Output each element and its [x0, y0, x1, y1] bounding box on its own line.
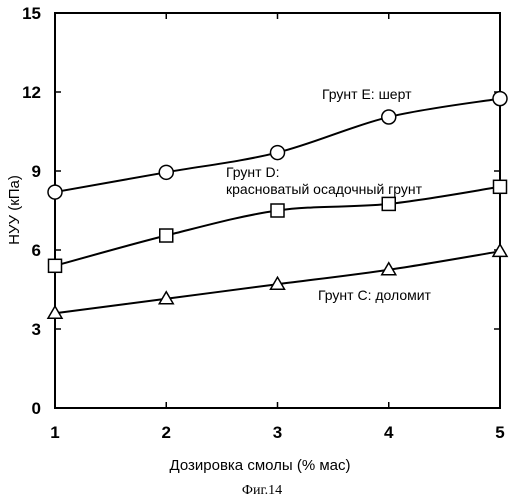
- x-axis-label: Дозировка смолы (% мас): [170, 457, 351, 474]
- y-axis-label: НУУ (кПа): [6, 175, 23, 245]
- x-tick-label: 2: [162, 423, 171, 442]
- series-markers: [48, 92, 507, 319]
- data-point-square-marker: [160, 229, 173, 242]
- y-tick-label: 3: [32, 320, 41, 339]
- data-point-circle-marker: [271, 146, 285, 160]
- data-point-circle-marker: [382, 110, 396, 124]
- annotation-soil-e: Грунт E: шерт: [322, 86, 412, 102]
- y-tick-label: 0: [32, 399, 41, 418]
- x-tick-label: 3: [273, 423, 282, 442]
- y-axis-ticks: 0 3 6 9 12 15: [22, 4, 500, 418]
- data-point-square-marker: [49, 259, 62, 272]
- y-tick-label: 6: [32, 241, 41, 260]
- data-point-circle-marker: [159, 165, 173, 179]
- x-tick-label: 4: [384, 423, 394, 442]
- data-point-square-marker: [271, 204, 284, 217]
- x-axis-ticks: 1 2 3 4 5: [50, 13, 504, 442]
- y-tick-label: 15: [22, 4, 41, 23]
- figure-caption: Фиг.14: [242, 483, 282, 498]
- y-tick-label: 9: [32, 162, 41, 181]
- data-point-square-marker: [382, 197, 395, 210]
- annotation-soil-d-line1: Грунт D:: [226, 164, 279, 180]
- annotation-soil-c: Грунт C: доломит: [318, 287, 432, 303]
- data-point-circle-marker: [493, 92, 507, 106]
- x-tick-label: 5: [495, 423, 504, 442]
- data-point-square-marker: [494, 180, 507, 193]
- series-line-2: [55, 187, 500, 266]
- x-tick-label: 1: [50, 423, 59, 442]
- annotation-soil-d-line2: красноватый осадочный грунт: [226, 181, 423, 197]
- data-point-circle-marker: [48, 185, 62, 199]
- y-tick-label: 12: [22, 83, 41, 102]
